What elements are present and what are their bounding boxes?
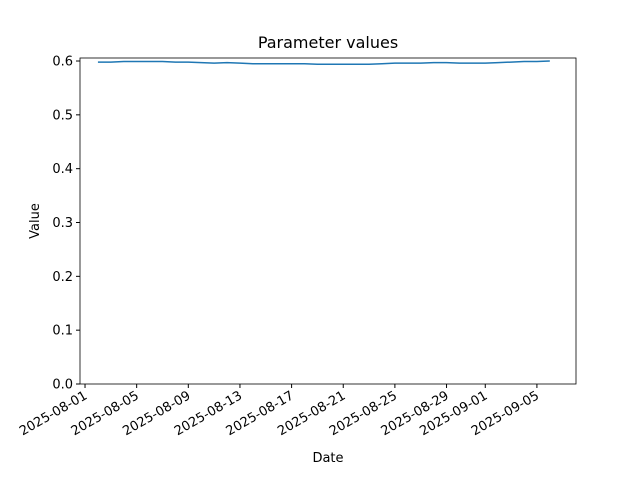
chart-title: Parameter values	[258, 33, 398, 52]
plot-frame	[79, 57, 577, 385]
y-axis-label: Value	[28, 203, 43, 239]
y-tick-label: 0.6	[52, 55, 73, 70]
y-tick-label: 0.0	[52, 378, 73, 393]
y-tick-label: 0.1	[52, 324, 73, 339]
line	[97, 60, 550, 65]
y-tick-label: 0.3	[52, 216, 73, 231]
y-tick-label: 0.2	[52, 270, 73, 285]
y-tick-label: 0.5	[52, 108, 73, 123]
y-tick-label: 0.4	[52, 162, 73, 177]
x-axis-label: Date	[312, 451, 343, 466]
